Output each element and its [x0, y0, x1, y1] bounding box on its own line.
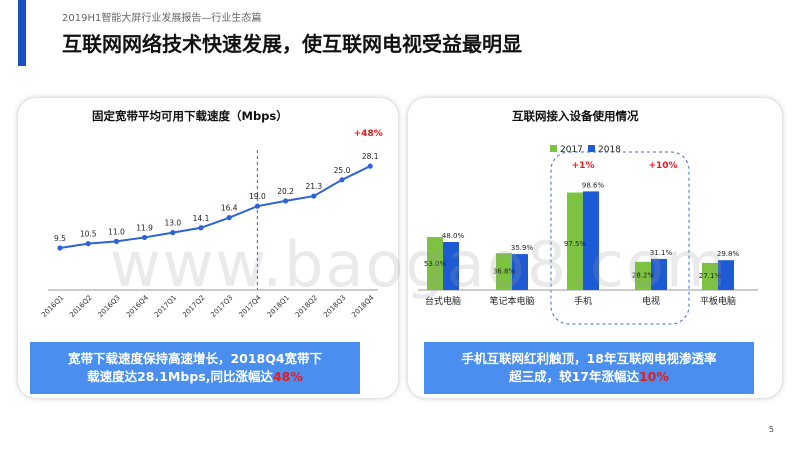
- legend-label-2017: 2017: [560, 145, 583, 155]
- bar-2017: [427, 237, 443, 290]
- quarter-tick-label: 2016Q4: [125, 293, 151, 319]
- speed-value-label: 25.0: [334, 166, 351, 175]
- bar-value-label-2018: 31.1%: [650, 249, 673, 257]
- report-subtitle: 2019H1智能大屏行业发展报告—行业生态篇: [62, 13, 262, 24]
- bar-2017: [702, 262, 718, 290]
- category-tick-label: 台式电脑: [425, 295, 461, 307]
- speed-value-label: 28.1: [362, 152, 379, 161]
- speed-point: [254, 203, 260, 209]
- bar-value-label-2018: 98.6%: [582, 181, 605, 189]
- speed-value-label: 10.5: [80, 230, 97, 239]
- bar-2018: [583, 191, 599, 290]
- speed-point: [339, 177, 345, 183]
- speed-point: [311, 193, 317, 199]
- accent-bar: [18, 0, 26, 66]
- quarter-tick-label: 2018Q2: [294, 294, 319, 319]
- page-title: 互联网网络技术快速发展，使互联网电视受益最明显: [62, 32, 522, 56]
- speed-point: [198, 225, 204, 231]
- speed-value-label: 16.4: [221, 204, 238, 213]
- speed-value-label: 20.2: [277, 187, 294, 196]
- quarter-tick-label: 2017Q3: [209, 294, 234, 319]
- bar-value-label-2017: 97.5%: [564, 240, 587, 248]
- speed-series-line: [59, 165, 371, 249]
- quarter-tick-label: 2017Q2: [181, 294, 206, 319]
- quarter-tick-label: 2018Q1: [266, 294, 291, 319]
- speed-point: [170, 230, 176, 236]
- left-callout-line1: 宽带下载速度保持高速增长，2018Q4宽带下: [67, 351, 323, 366]
- bar-2017: [635, 261, 651, 290]
- bar-2017: [496, 253, 512, 290]
- right-callout-line1: 手机互联网红利触顶，18年互联网电视渗透率: [461, 351, 717, 366]
- right-callout: 手机互联网红利触顶，18年互联网电视渗透率 超三成，较17年涨幅达10%: [424, 342, 754, 394]
- speed-value-label: 21.3: [305, 182, 322, 191]
- growth-annotation: +48%: [354, 129, 383, 139]
- quarter-tick-label: 2017Q1: [153, 294, 178, 319]
- tv-growth-annotation: +10%: [648, 161, 677, 171]
- broadband-speed-line-chart: 9.5 2016Q1 10.5 2016Q2 11.0 2016Q3 11.9 2016Q4 1…: [40, 129, 383, 319]
- category-tick-label: 手机: [574, 295, 592, 307]
- page-number: 5: [768, 425, 774, 434]
- speed-point: [57, 245, 63, 251]
- quarter-tick-label: 2017Q4: [238, 293, 264, 319]
- category-tick-label: 平板电脑: [700, 295, 736, 307]
- left-callout-line2: 载速度达28.1Mbps,同比涨幅达: [87, 369, 273, 384]
- right-callout-highlight: 10%: [638, 369, 669, 384]
- line-chart-title: 固定宽带平均可用下载速度（Mbps）: [92, 109, 288, 123]
- legend-label-2018: 2018: [598, 145, 621, 155]
- bar-value-label-2017: 27.1%: [699, 272, 722, 280]
- bar-value-label-2018: 29.8%: [717, 250, 740, 258]
- highlight-dashed-box: [550, 151, 690, 325]
- bar-2018: [512, 254, 528, 290]
- speed-point: [142, 234, 148, 241]
- legend-swatch-2018: [588, 145, 595, 152]
- left-callout-highlight: 48%: [272, 369, 303, 384]
- bar-2017: [567, 192, 583, 290]
- right-callout-line2: 超三成，较17年涨幅达: [509, 369, 639, 384]
- speed-value-label: 14.1: [193, 214, 210, 223]
- speed-point: [226, 215, 232, 221]
- bar-value-label-2018: 48.0%: [442, 232, 465, 240]
- bar-2018: [718, 260, 734, 290]
- quarter-tick-label: 2016Q2: [68, 294, 93, 319]
- bar-chart-title: 互联网接入设备使用情况: [512, 109, 639, 123]
- bar-value-label-2017: 28.2%: [632, 271, 655, 279]
- left-callout: 宽带下载速度保持高速增长，2018Q4宽带下 载速度达28.1Mbps,同比涨幅…: [30, 342, 360, 394]
- speed-value-label: 9.5: [54, 234, 66, 243]
- speed-point: [113, 238, 119, 244]
- speed-value-label: 13.0: [164, 219, 181, 228]
- bar-value-label-2017: 36.8%: [493, 267, 516, 275]
- quarter-tick-label: 2018Q4: [350, 293, 376, 319]
- quarter-tick-label: 2018Q3: [322, 294, 347, 319]
- quarter-tick-label: 2016Q1: [40, 294, 65, 319]
- category-tick-label: 笔记本电脑: [489, 295, 534, 307]
- phone-growth-annotation: +1%: [572, 161, 595, 171]
- bar-2018: [651, 258, 667, 290]
- speed-point: [283, 198, 289, 204]
- bar-value-label-2017: 53.0%: [424, 260, 447, 268]
- bar-value-label-2018: 35.9%: [511, 244, 534, 252]
- speed-value-label: 11.0: [108, 227, 125, 236]
- speed-point: [85, 241, 91, 247]
- quarter-tick-label: 2016Q3: [97, 294, 122, 319]
- speed-point: [367, 163, 373, 169]
- speed-value-label: 11.9: [136, 223, 153, 232]
- bar-2018: [443, 242, 459, 290]
- device-usage-bar-chart: 2017 2018 53.0% 48.0% 台式电脑 36.8% 35.9% 笔记本电脑 97.…: [418, 145, 758, 325]
- speed-value-label: 19.0: [249, 192, 266, 201]
- category-tick-label: 电视: [642, 295, 660, 307]
- legend-swatch-2017: [550, 145, 557, 152]
